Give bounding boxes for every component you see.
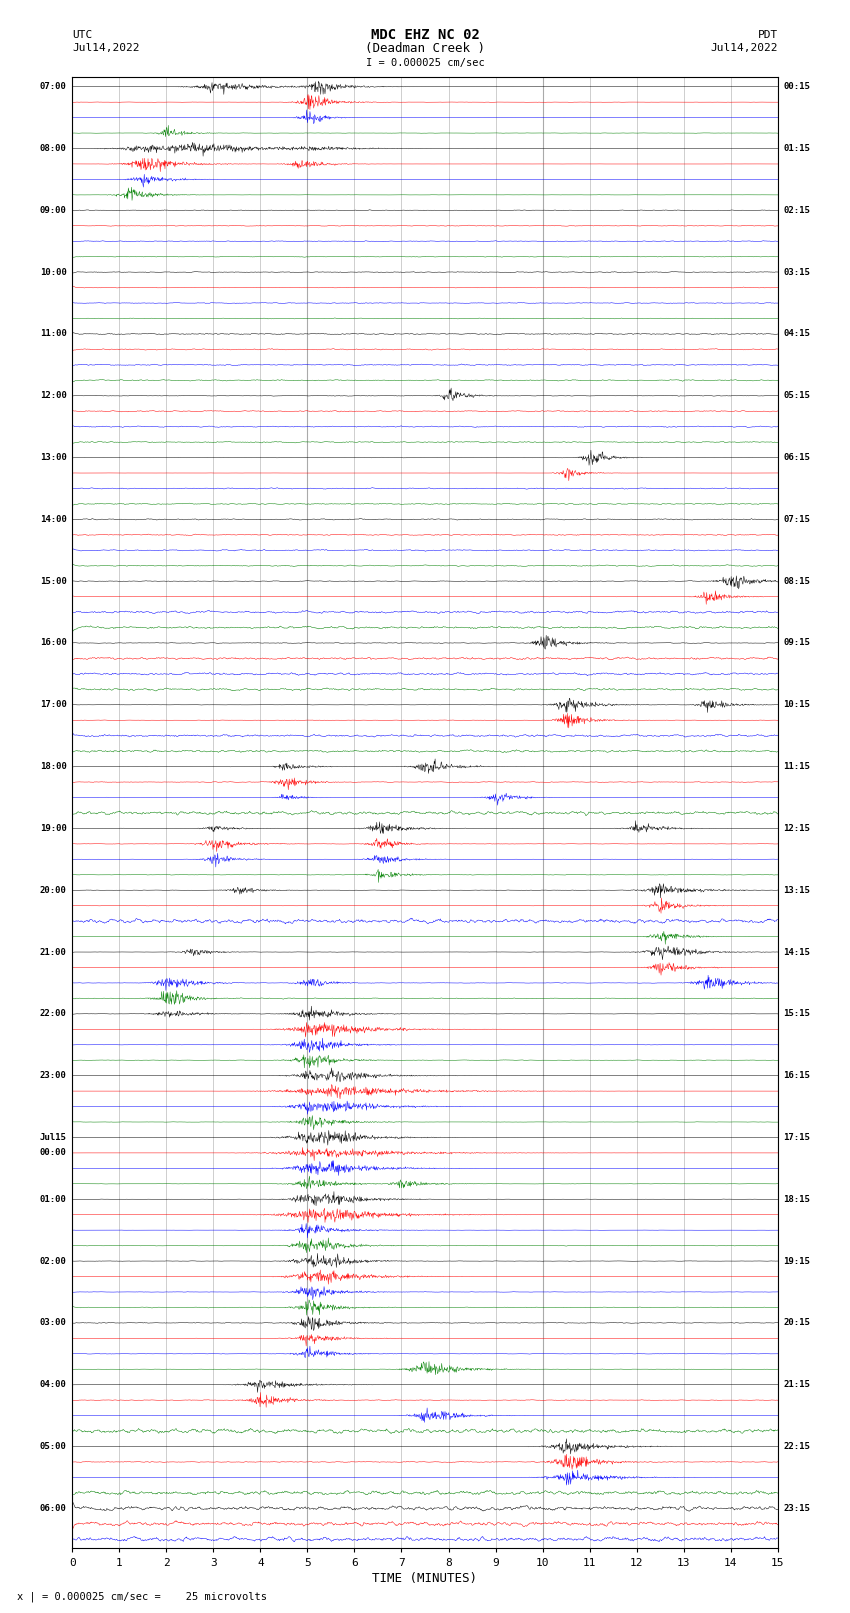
Text: 10:15: 10:15 xyxy=(784,700,810,710)
Text: 02:15: 02:15 xyxy=(784,206,810,215)
Text: 22:15: 22:15 xyxy=(784,1442,810,1452)
Text: 13:00: 13:00 xyxy=(40,453,66,461)
Text: (Deadman Creek ): (Deadman Creek ) xyxy=(365,42,485,55)
Text: 03:00: 03:00 xyxy=(40,1318,66,1327)
Text: Jul14,2022: Jul14,2022 xyxy=(711,44,778,53)
Text: 05:15: 05:15 xyxy=(784,392,810,400)
Text: 06:00: 06:00 xyxy=(40,1503,66,1513)
Text: PDT: PDT xyxy=(757,31,778,40)
Text: 12:00: 12:00 xyxy=(40,392,66,400)
Text: 21:00: 21:00 xyxy=(40,947,66,957)
Text: 08:00: 08:00 xyxy=(40,144,66,153)
Text: 16:15: 16:15 xyxy=(784,1071,810,1081)
Text: 15:00: 15:00 xyxy=(40,577,66,586)
Text: 23:00: 23:00 xyxy=(40,1071,66,1081)
Text: 07:15: 07:15 xyxy=(784,515,810,524)
Text: 00:15: 00:15 xyxy=(784,82,810,92)
Text: 05:00: 05:00 xyxy=(40,1442,66,1452)
Text: 04:00: 04:00 xyxy=(40,1381,66,1389)
Text: 19:00: 19:00 xyxy=(40,824,66,832)
Text: 20:15: 20:15 xyxy=(784,1318,810,1327)
Text: x | = 0.000025 cm/sec =    25 microvolts: x | = 0.000025 cm/sec = 25 microvolts xyxy=(17,1592,267,1602)
Text: 07:00: 07:00 xyxy=(40,82,66,92)
Text: 11:00: 11:00 xyxy=(40,329,66,339)
Text: UTC: UTC xyxy=(72,31,93,40)
Text: Jul14,2022: Jul14,2022 xyxy=(72,44,139,53)
Text: 17:15: 17:15 xyxy=(784,1132,810,1142)
Text: 10:00: 10:00 xyxy=(40,268,66,276)
Text: 09:15: 09:15 xyxy=(784,639,810,647)
Text: Jul15: Jul15 xyxy=(40,1132,66,1142)
Text: 06:15: 06:15 xyxy=(784,453,810,461)
Text: 08:15: 08:15 xyxy=(784,577,810,586)
Text: 17:00: 17:00 xyxy=(40,700,66,710)
Text: 13:15: 13:15 xyxy=(784,886,810,895)
Text: 14:00: 14:00 xyxy=(40,515,66,524)
Text: 15:15: 15:15 xyxy=(784,1010,810,1018)
Text: 16:00: 16:00 xyxy=(40,639,66,647)
Text: 02:00: 02:00 xyxy=(40,1257,66,1266)
Text: MDC EHZ NC 02: MDC EHZ NC 02 xyxy=(371,29,479,42)
Text: 18:15: 18:15 xyxy=(784,1195,810,1203)
Text: 19:15: 19:15 xyxy=(784,1257,810,1266)
Text: 23:15: 23:15 xyxy=(784,1503,810,1513)
Text: I = 0.000025 cm/sec: I = 0.000025 cm/sec xyxy=(366,58,484,68)
Text: 04:15: 04:15 xyxy=(784,329,810,339)
Text: 00:00: 00:00 xyxy=(40,1148,66,1158)
X-axis label: TIME (MINUTES): TIME (MINUTES) xyxy=(372,1571,478,1584)
Text: 12:15: 12:15 xyxy=(784,824,810,832)
Text: 18:00: 18:00 xyxy=(40,761,66,771)
Text: 03:15: 03:15 xyxy=(784,268,810,276)
Text: 01:15: 01:15 xyxy=(784,144,810,153)
Text: 14:15: 14:15 xyxy=(784,947,810,957)
Text: 22:00: 22:00 xyxy=(40,1010,66,1018)
Text: 21:15: 21:15 xyxy=(784,1381,810,1389)
Text: 20:00: 20:00 xyxy=(40,886,66,895)
Text: 01:00: 01:00 xyxy=(40,1195,66,1203)
Text: 09:00: 09:00 xyxy=(40,206,66,215)
Text: 11:15: 11:15 xyxy=(784,761,810,771)
